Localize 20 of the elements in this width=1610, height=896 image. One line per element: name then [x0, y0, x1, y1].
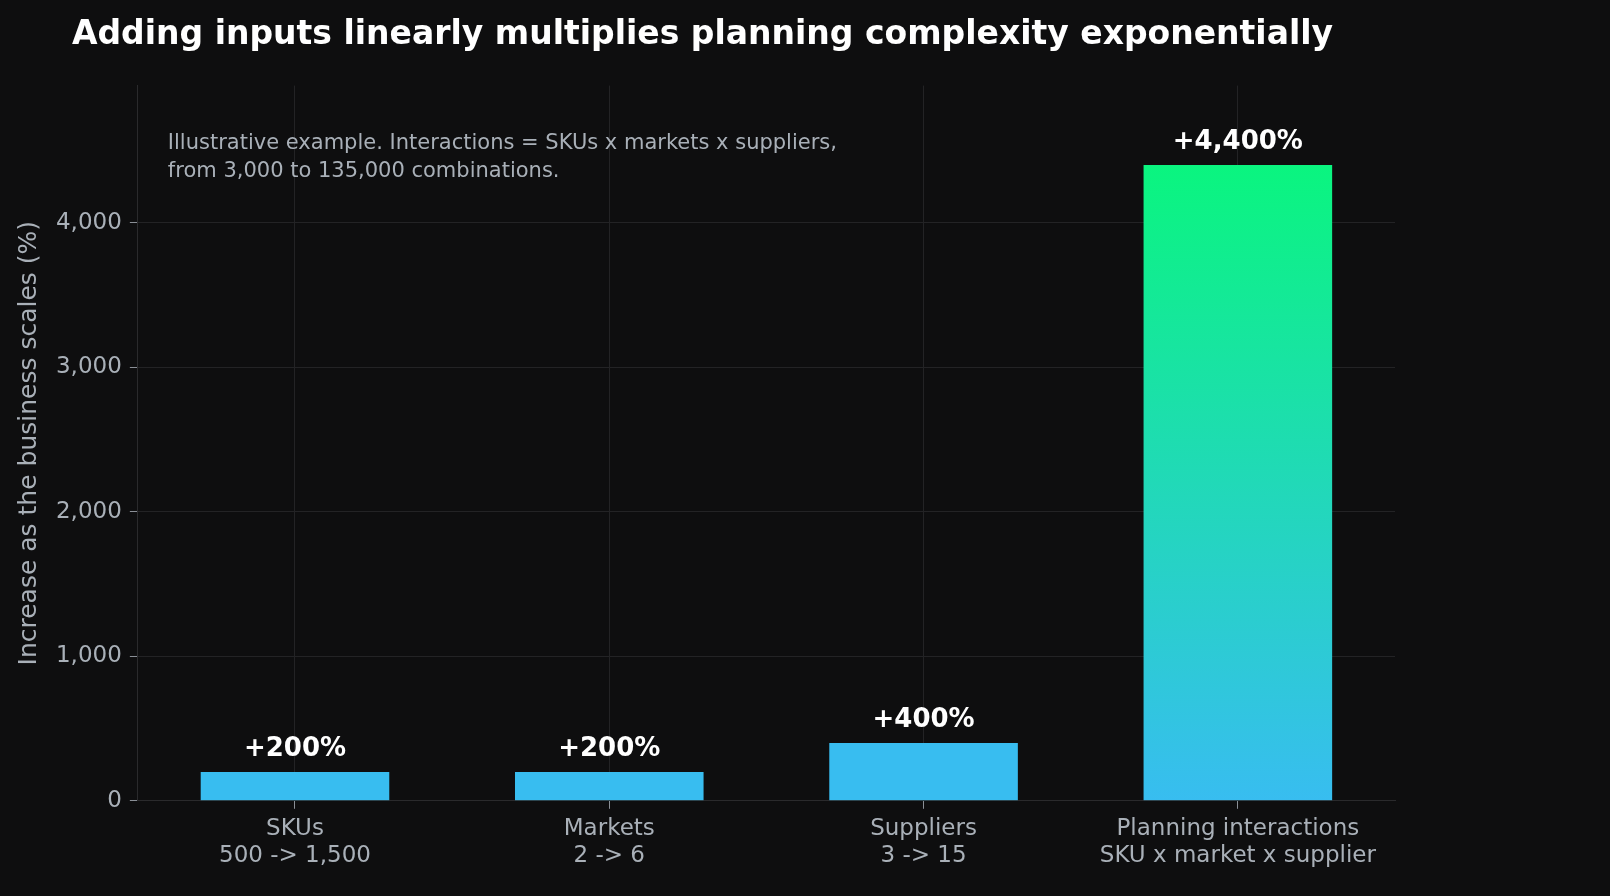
y-tick-label: 2,000	[55, 496, 122, 523]
bar	[514, 771, 704, 801]
y-tick-label: 1,000	[55, 641, 122, 668]
y-tick-label: 0	[107, 785, 122, 812]
data-label: +200%	[558, 731, 661, 762]
chart-title: Adding inputs linearly multiplies planning complexity exponentially	[71, 13, 1334, 53]
x-tick-label: SKUs 500 -> 1,500	[219, 813, 371, 868]
x-tick-label: Planning interactions SKU x market x supplier	[1099, 813, 1377, 868]
annotation: Illustrative example. Interactions = SKUs x markets x suppliers, from 3,000 to 135,000 combinations.	[167, 129, 837, 182]
x-tick-label: Suppliers 3 -> 15	[870, 813, 977, 868]
bar	[200, 771, 390, 801]
data-label: +400%	[872, 702, 975, 733]
data-label: +200%	[243, 731, 347, 762]
y-tick-label: 4,000	[55, 207, 122, 234]
bar	[829, 743, 1018, 801]
data-label: +4,400%	[1172, 124, 1303, 155]
y-axis-title: Increase as the business scales (%)	[12, 220, 42, 666]
bar	[1143, 165, 1333, 801]
y-tick-label: 3,000	[55, 352, 122, 379]
x-tick-label: Markets 2 -> 6	[563, 813, 655, 868]
